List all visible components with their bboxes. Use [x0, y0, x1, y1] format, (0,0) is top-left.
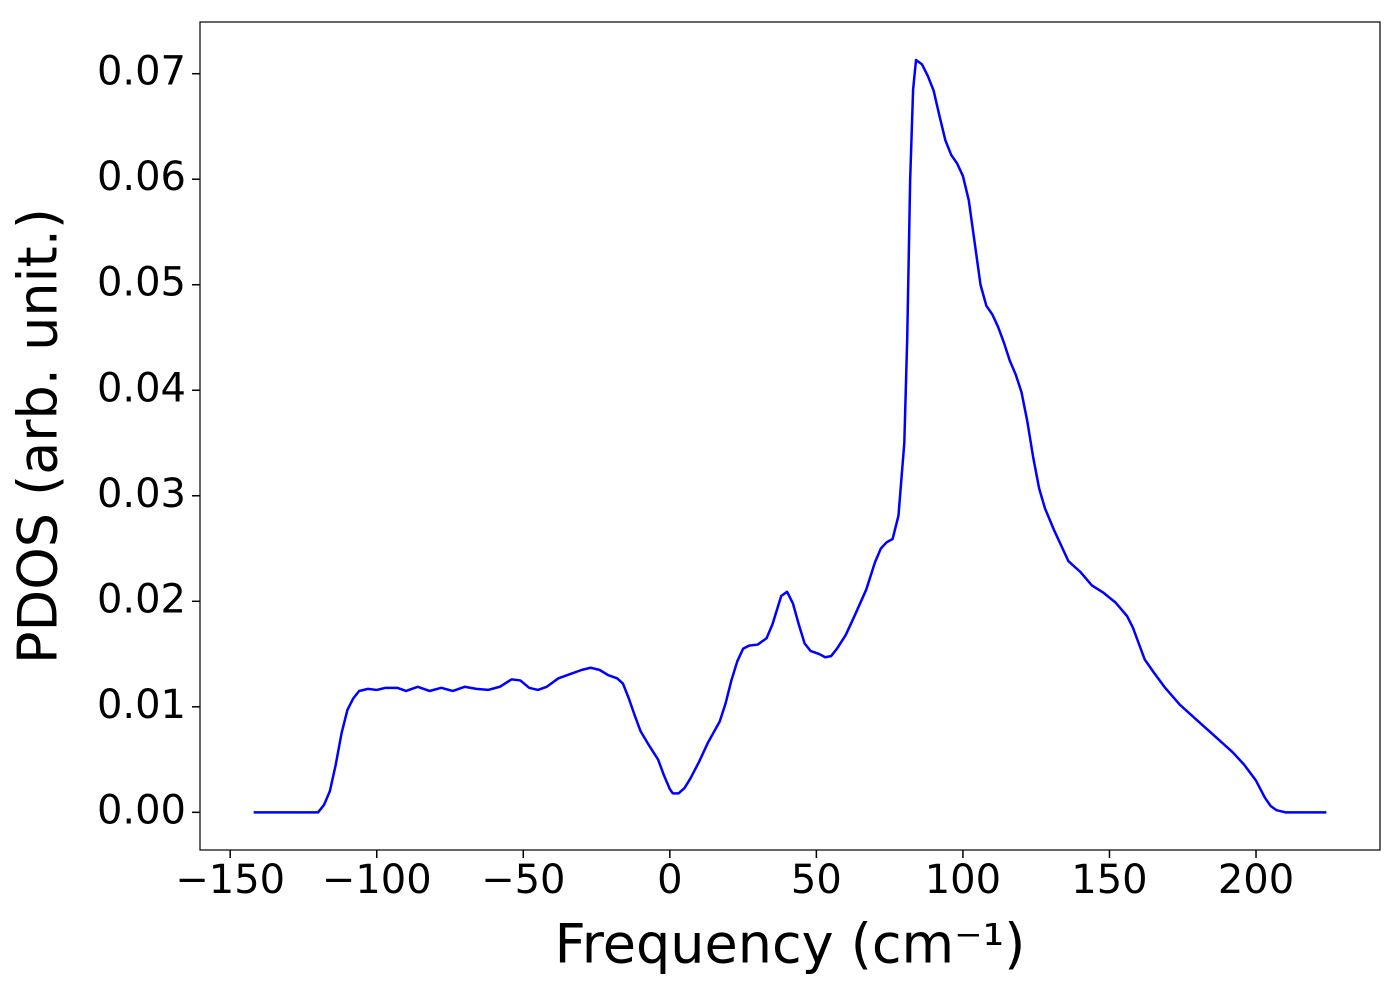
x-tick-label: 0: [657, 857, 682, 903]
x-tick-label: 150: [1071, 857, 1147, 903]
y-tick-label: 0.05: [97, 260, 186, 306]
x-tick-label: 50: [791, 857, 842, 903]
plot-frame: [199, 21, 1381, 851]
y-tick-label: 0.02: [97, 576, 186, 622]
x-tick-label: 200: [1218, 857, 1294, 903]
y-tick-label: 0.01: [97, 682, 186, 728]
line: [253, 58, 1327, 814]
y-tick-label: 0.07: [97, 49, 186, 95]
y-tick-label: 0.04: [97, 365, 186, 411]
y-tick-label: 0.00: [97, 787, 186, 833]
y-tick-label: 0.03: [97, 471, 186, 517]
x-tick-label: −150: [175, 857, 285, 903]
x-axis-label: Frequency (cm⁻¹): [555, 913, 1026, 976]
y-axis-label: PDOS (arb. unit.): [7, 208, 70, 664]
y-tick-label: 0.06: [97, 154, 186, 200]
x-tick-label: 100: [925, 857, 1001, 903]
x-tick-label: −100: [322, 857, 432, 903]
x-tick-label: −50: [481, 857, 565, 903]
